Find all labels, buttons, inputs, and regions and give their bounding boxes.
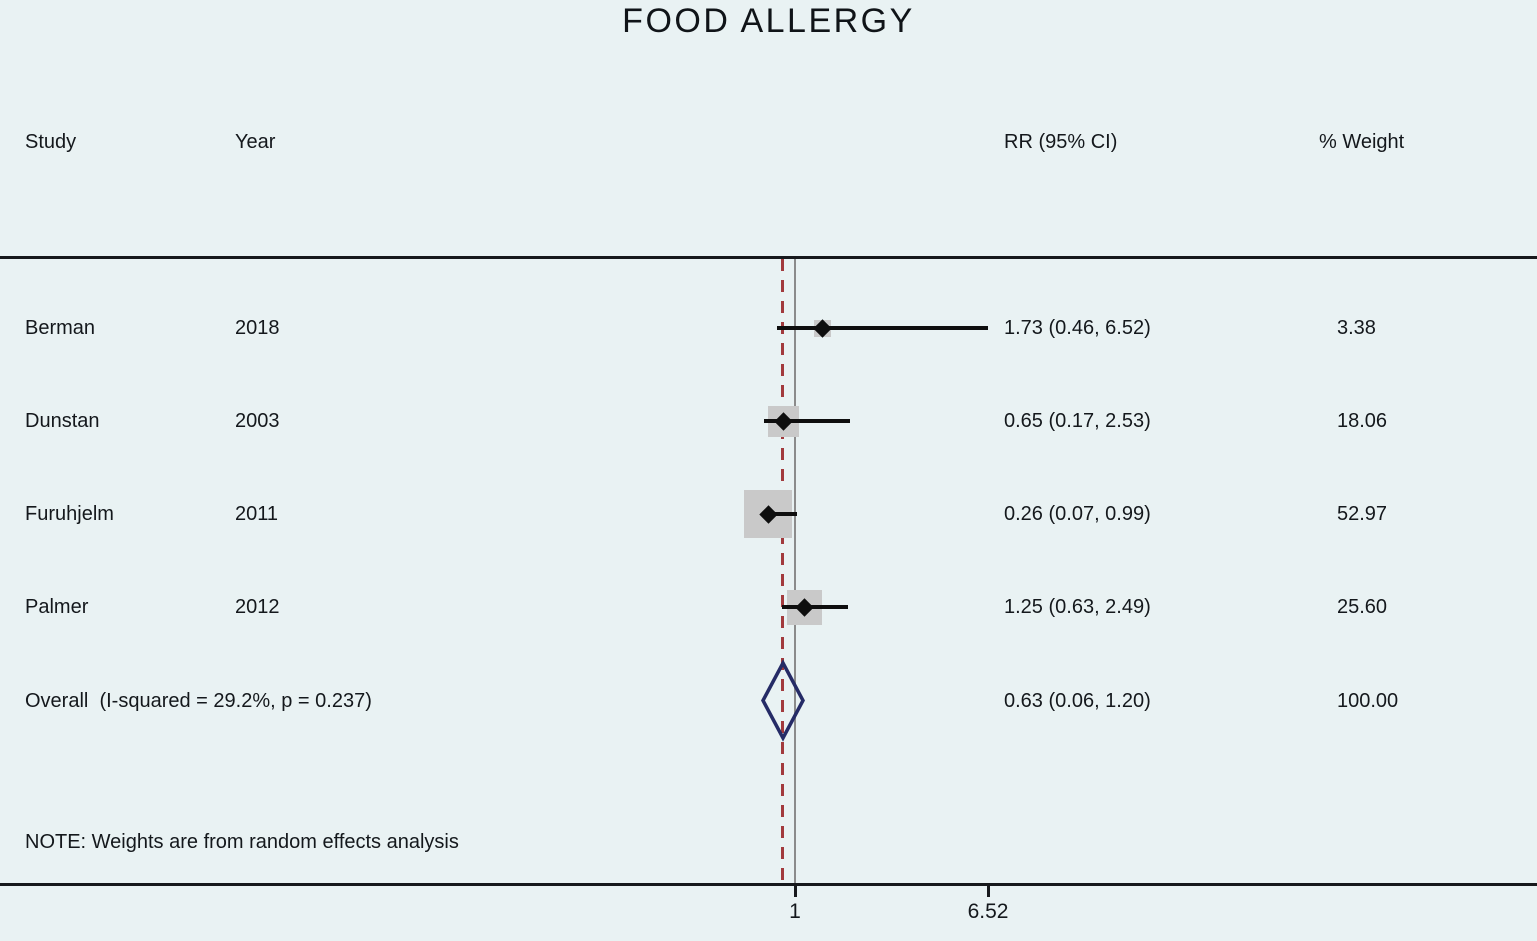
study-year: 2003 xyxy=(235,410,280,432)
confidence-interval-line xyxy=(764,419,850,423)
column-header-rr-ci: RR (95% CI) xyxy=(1004,131,1118,153)
study-row: Berman 2018 1.73 (0.46, 6.52) 3.38 xyxy=(0,315,1537,341)
study-name: Palmer xyxy=(25,596,89,618)
top-rule xyxy=(0,256,1537,259)
study-name: Dunstan xyxy=(25,410,100,432)
x-axis-tick-label: 1 xyxy=(789,900,801,923)
rr-ci-value: 0.26 (0.07, 0.99) xyxy=(1004,503,1151,525)
weight-value: 18.06 xyxy=(1337,410,1388,432)
overall-estimate-dashed-line xyxy=(780,259,784,883)
x-axis-line xyxy=(0,883,1537,886)
overall-rr-ci-value: 0.63 (0.06, 1.20) xyxy=(1004,690,1151,712)
overall-weight-value: 100.00 xyxy=(1337,690,1399,712)
study-row: Dunstan 2003 0.65 (0.17, 2.53) 18.06 xyxy=(0,408,1537,434)
x-axis-tick xyxy=(986,885,990,897)
overall-diamond-outline xyxy=(761,659,805,742)
study-name: Berman xyxy=(25,317,96,339)
x-axis-tick xyxy=(793,885,797,897)
overall-diamond xyxy=(761,659,805,742)
rr-ci-value: 0.65 (0.17, 2.53) xyxy=(1004,410,1151,432)
study-year: 2011 xyxy=(235,503,279,525)
null-effect-line xyxy=(794,259,796,883)
rr-ci-value: 1.25 (0.63, 2.49) xyxy=(1004,596,1151,618)
study-year: 2018 xyxy=(235,317,280,339)
weight-value: 25.60 xyxy=(1337,596,1388,618)
study-row: Furuhjelm 2011 0.26 (0.07, 0.99) 52.97 xyxy=(0,501,1537,527)
column-header-weight: % Weight xyxy=(1319,131,1405,153)
confidence-interval-line xyxy=(777,326,988,330)
overall-row: Overall (I-squared = 29.2%, p = 0.237) 0… xyxy=(0,688,1537,714)
overall-label: Overall (I-squared = 29.2%, p = 0.237) xyxy=(25,690,372,712)
x-axis-tick-label: 6.52 xyxy=(967,900,1009,923)
rr-ci-value: 1.73 (0.46, 6.52) xyxy=(1004,317,1151,339)
confidence-interval-line xyxy=(768,512,797,516)
column-header-year: Year xyxy=(235,131,276,153)
study-row: Palmer 2012 1.25 (0.63, 2.49) 25.60 xyxy=(0,594,1537,620)
weight-value: 3.38 xyxy=(1337,317,1376,339)
weight-value: 52.97 xyxy=(1337,503,1388,525)
column-header-study: Study xyxy=(25,131,77,153)
study-name: Furuhjelm xyxy=(25,503,114,525)
page-title: FOOD ALLERGY xyxy=(622,2,915,40)
confidence-interval-line xyxy=(782,605,848,609)
note-text: NOTE: Weights are from random effects an… xyxy=(25,831,459,853)
study-year: 2012 xyxy=(235,596,280,618)
